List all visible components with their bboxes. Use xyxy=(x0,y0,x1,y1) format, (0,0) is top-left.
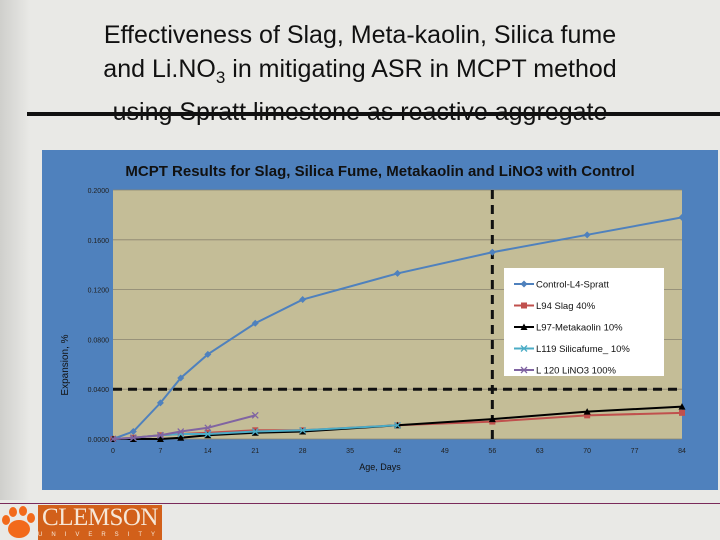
x-tick-label: 28 xyxy=(299,448,307,455)
data-point xyxy=(583,231,591,239)
title-line-2a: and Li.NO xyxy=(103,55,216,83)
legend-entry: Control-L4-Spratt xyxy=(536,280,609,291)
y-axis-label: Expansion, % xyxy=(60,334,71,395)
data-point xyxy=(177,374,185,382)
legend-entry: L119 Silicafume_ 10% xyxy=(536,344,630,355)
data-point xyxy=(156,431,164,439)
data-point xyxy=(251,411,259,419)
data-point xyxy=(204,424,212,432)
y-tick-label: 0.0400 xyxy=(88,387,110,394)
data-point xyxy=(204,430,212,438)
chart-title: MCPT Results for Slag, Silica Fume, Meta… xyxy=(125,163,634,180)
data-point xyxy=(583,408,591,415)
title-underline xyxy=(27,112,720,116)
data-point xyxy=(177,428,185,435)
x-tick-label: 0 xyxy=(111,448,115,455)
y-tick-label: 0.0000 xyxy=(88,437,110,444)
x-axis-label: Age, Days xyxy=(359,462,401,472)
logo-text: CLEMSON xyxy=(42,504,158,531)
x-tick-label: 49 xyxy=(441,448,449,455)
title-subscript: 3 xyxy=(215,68,226,87)
data-point xyxy=(584,412,591,419)
data-point xyxy=(156,399,164,407)
x-tick-label: 70 xyxy=(583,448,591,455)
data-point xyxy=(156,435,164,442)
y-tick-label: 0.0800 xyxy=(88,337,110,344)
x-tick-label: 63 xyxy=(536,448,544,455)
data-point xyxy=(678,213,686,221)
background-decoration xyxy=(0,0,30,500)
legend-box xyxy=(504,268,664,376)
y-tick-label: 0.1600 xyxy=(88,238,110,245)
legend-marker xyxy=(520,366,528,374)
x-tick-label: 35 xyxy=(346,448,354,455)
clemson-logo: CLEMSON UNIVERSITY xyxy=(38,505,162,540)
data-point xyxy=(679,409,685,416)
y-tick-label: 0.2000 xyxy=(88,188,110,195)
data-point xyxy=(204,350,212,358)
legend: Control-L4-Spratt L94 Slag 40% L97-Metakao… xyxy=(504,268,664,377)
footer-divider xyxy=(0,503,720,504)
data-point xyxy=(299,426,307,434)
legend-marker xyxy=(520,280,528,288)
data-point xyxy=(488,415,496,423)
data-point xyxy=(488,248,496,256)
legend-marker xyxy=(521,302,527,309)
x-tick-label: 21 xyxy=(251,448,259,455)
legend-entry: L94 Slag 40% xyxy=(536,301,596,312)
x-tick-label: 14 xyxy=(204,448,212,455)
x-tick-label: 56 xyxy=(488,448,496,455)
x-tick-label: 84 xyxy=(678,448,686,455)
data-point xyxy=(129,428,137,436)
data-point xyxy=(109,435,117,443)
logo-subtext: UNIVERSITY xyxy=(38,532,165,538)
data-point xyxy=(251,428,259,435)
x-tick-label: 7 xyxy=(158,448,162,455)
series-4 xyxy=(109,411,259,443)
data-point xyxy=(129,434,137,442)
tiger-paw-icon xyxy=(2,506,35,538)
legend-marker xyxy=(520,323,528,330)
x-tick-label: 77 xyxy=(631,448,639,455)
chart: MCPT Results for Slag, Silica Fume, Meta… xyxy=(42,150,718,490)
legend-entry: L97-Metakaolin 10% xyxy=(536,323,623,334)
data-point xyxy=(394,269,401,277)
title-line-2b: in mitigating ASR in MCPT method xyxy=(225,55,617,83)
data-point xyxy=(251,319,259,327)
title-line-1: Effectiveness of Slag, Meta-kaolin, Sili… xyxy=(103,21,617,49)
legend-entry: L 120 LiNO3 100% xyxy=(536,366,616,377)
data-point xyxy=(299,296,307,304)
series-line xyxy=(112,414,256,440)
data-point xyxy=(177,434,185,441)
y-tick-label: 0.1200 xyxy=(88,288,110,295)
x-tick-label: 42 xyxy=(394,448,402,455)
data-point xyxy=(394,421,401,429)
legend-marker xyxy=(520,345,528,352)
data-point xyxy=(678,403,686,410)
